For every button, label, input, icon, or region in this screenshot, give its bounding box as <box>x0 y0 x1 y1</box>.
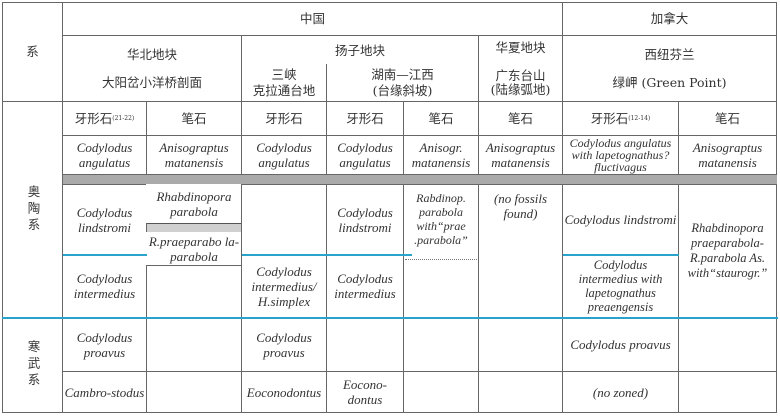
cell: Eoconodontus <box>241 371 327 413</box>
cell: Eocono-dontus <box>326 371 404 413</box>
cell-empty <box>678 317 777 372</box>
system-label: 系 <box>26 44 39 59</box>
cell: Codylodus lindstromi <box>326 184 404 255</box>
section-name: 大阳岔小洋桥剖面 <box>101 74 202 90</box>
cathaysia-block: 华夏地块 广东台山 (陆缘弧地) <box>478 35 563 102</box>
cell: Codylodus proavus <box>62 317 147 372</box>
cambrian-label: 寒武系 <box>2 317 63 413</box>
cell: Cambro-stodus <box>62 371 147 413</box>
china-header: 中国 <box>62 2 563 36</box>
cell: Codylodus angulatus <box>241 135 327 175</box>
col-conodont: 牙形石 (12-14) <box>562 101 679 136</box>
system-boundary-line <box>2 317 778 319</box>
cell-empty <box>678 371 777 413</box>
cell: Rhabdinopora praeparabola-R.parabola As.… <box>678 184 777 318</box>
three-gorges: 三峡 克拉通台地 <box>241 64 327 102</box>
cell: Rhabdinopora parabola <box>146 184 242 223</box>
cell: Rabdinop. parabola with“prae .parabola” <box>403 184 479 318</box>
cell: Codylodus angulatus <box>62 135 147 175</box>
cell: R.praeparabo la-parabola <box>146 232 242 266</box>
cell-empty <box>146 317 242 372</box>
col-conodont: 牙形石 <box>241 101 327 136</box>
col-graptolite: 笔石 <box>403 101 479 136</box>
zone-boundary-line <box>563 254 679 256</box>
boundary-band <box>63 175 777 185</box>
cell: (no fossils found) <box>478 184 563 318</box>
col-graptolite: 笔石 <box>146 101 242 136</box>
canada-header: 加拿大 <box>562 2 777 36</box>
cell: Anisograptus matanensis <box>146 135 242 175</box>
cell: Codylodus angulatus <box>326 135 404 175</box>
cell: Codylodus angulatus with lapetognathus? … <box>562 135 679 175</box>
cell-empty <box>403 371 479 413</box>
system-header: 系 <box>2 2 63 102</box>
cell: Codylodus proavus <box>562 317 679 372</box>
cell: Codylodus proavus <box>241 317 327 372</box>
col-graptolite: 笔石 <box>478 101 563 136</box>
block-name: 华北地块 <box>126 46 177 62</box>
cell-empty <box>403 317 479 372</box>
north-china-block: 华北地块大阳岔小洋桥剖面 <box>62 35 242 102</box>
zone-boundary-line <box>242 254 412 256</box>
west-newfoundland: 西纽芬兰 绿岬 (Green Point) <box>562 35 777 102</box>
cell: Codylodus lindstromi <box>62 184 147 255</box>
cell: (no zoned) <box>562 371 679 413</box>
zone-boundary-line <box>63 254 147 256</box>
cell: Anisograptus matanensis <box>678 135 777 175</box>
cell: Codylodus intermedius <box>62 254 147 318</box>
yangtze-block: 扬子地块 <box>241 35 479 65</box>
cell-empty <box>478 371 563 413</box>
col-conodont: 牙形石 (21-22) <box>62 101 147 136</box>
cell-empty <box>326 317 404 372</box>
col-graptolite: 笔石 <box>678 101 777 136</box>
cell: Codylodus intermedius with lapetognathus… <box>562 254 679 318</box>
ordovician-label: 奥陶系 <box>2 101 63 318</box>
col-conodont: 牙形石 <box>326 101 404 136</box>
cell: Codylodus intermedius/ H.simplex <box>241 254 327 318</box>
cell-empty <box>478 317 563 372</box>
hunan-jiangxi: 湖南—江西 (台缘斜坡) <box>326 64 479 102</box>
cell: Codylodus lindstromi <box>562 184 679 255</box>
cell: Codylodus intermedius <box>326 254 404 318</box>
cell-empty <box>241 184 327 255</box>
cell: Anisogr. matanensis <box>403 135 479 175</box>
cell: Anisograptus matanensis <box>478 135 563 175</box>
cell-empty <box>146 371 242 413</box>
